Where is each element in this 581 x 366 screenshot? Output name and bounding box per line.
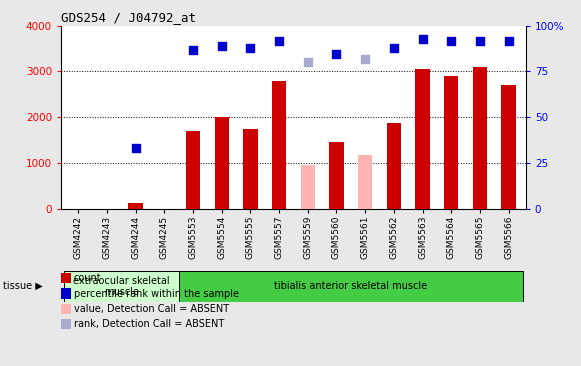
Point [504, 38, 513, 44]
Bar [386, 123, 401, 209]
Text: tissue ▶: tissue ▶ [3, 281, 42, 291]
Point [389, 46, 399, 52]
Bar [214, 117, 229, 209]
Point [274, 38, 284, 44]
Point [418, 37, 427, 42]
Bar [243, 128, 257, 209]
Bar [272, 81, 286, 209]
Text: count: count [74, 273, 102, 283]
Bar [64, 271, 178, 302]
Bar [300, 165, 315, 209]
Text: value, Detection Call = ABSENT: value, Detection Call = ABSENT [74, 304, 229, 314]
Bar [329, 142, 343, 209]
Bar [473, 67, 487, 209]
Point [217, 43, 227, 49]
Bar [501, 85, 516, 209]
Point [131, 145, 140, 151]
Bar [186, 131, 200, 209]
Text: extraocular skeletal
muscle: extraocular skeletal muscle [73, 276, 170, 297]
Point [246, 45, 255, 51]
Point [360, 56, 370, 62]
Point [475, 38, 485, 44]
Bar [415, 69, 430, 209]
Text: percentile rank within the sample: percentile rank within the sample [74, 288, 239, 299]
Bar [358, 155, 372, 209]
Point [332, 51, 341, 57]
Point [447, 38, 456, 44]
Point [303, 59, 313, 65]
Text: GDS254 / J04792_at: GDS254 / J04792_at [61, 11, 196, 25]
Bar [128, 203, 143, 209]
Text: rank, Detection Call = ABSENT: rank, Detection Call = ABSENT [74, 319, 224, 329]
Bar [178, 271, 523, 302]
Bar [444, 76, 458, 209]
Point [188, 47, 198, 53]
Text: tibialis anterior skeletal muscle: tibialis anterior skeletal muscle [274, 281, 428, 291]
